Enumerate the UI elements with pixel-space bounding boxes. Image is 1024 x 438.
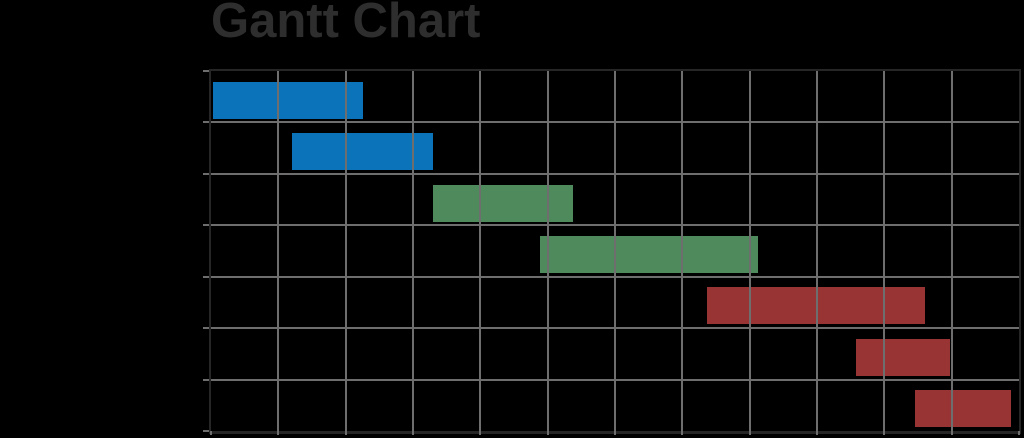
gantt-bar xyxy=(540,236,759,273)
gridline-vertical xyxy=(546,71,549,431)
x-axis-tick xyxy=(816,431,818,435)
gridline-vertical xyxy=(950,71,953,431)
gantt-bar xyxy=(856,338,950,376)
x-axis-tick xyxy=(277,431,280,435)
gridline-vertical xyxy=(412,71,414,431)
y-axis-tick xyxy=(203,378,209,381)
y-axis-tick xyxy=(203,172,209,175)
x-axis-tick xyxy=(479,431,482,435)
x-axis-tick xyxy=(883,431,886,435)
x-axis-tick xyxy=(614,431,616,435)
x-axis-tick xyxy=(681,431,684,435)
gridline-vertical xyxy=(614,71,616,431)
gridline-horizontal xyxy=(211,224,1019,227)
y-axis-tick xyxy=(203,327,209,330)
x-axis-tick xyxy=(546,431,549,435)
gantt-bar xyxy=(291,133,434,171)
gridline-horizontal xyxy=(211,327,1019,330)
x-axis-tick xyxy=(1018,431,1020,435)
x-axis-tick xyxy=(950,431,953,435)
x-axis-tick xyxy=(210,431,212,435)
gridline-horizontal xyxy=(211,172,1019,175)
gridline-vertical xyxy=(277,71,280,431)
gridline-vertical xyxy=(748,71,751,431)
x-axis-tick xyxy=(344,431,347,435)
gridline-vertical xyxy=(816,71,818,431)
ticks-layer xyxy=(203,70,1020,435)
chart-title: Gantt Chart xyxy=(211,0,481,48)
gridline-horizontal xyxy=(211,378,1019,381)
gridline-vertical xyxy=(479,71,482,431)
gridline-horizontal xyxy=(211,121,1019,124)
y-axis-tick xyxy=(203,70,209,72)
gantt-bar xyxy=(213,81,364,119)
gridline-vertical xyxy=(883,71,886,431)
y-axis-tick xyxy=(203,430,209,432)
gridline-horizontal xyxy=(211,275,1019,278)
y-axis-tick xyxy=(203,275,209,278)
x-axis-tick xyxy=(748,431,751,435)
x-axis-tick xyxy=(412,431,414,435)
grid-layer xyxy=(211,71,1019,431)
y-axis-tick xyxy=(203,224,209,227)
gridline-vertical xyxy=(344,71,347,431)
y-axis-tick xyxy=(203,121,209,124)
gridline-vertical xyxy=(681,71,684,431)
gantt-bar xyxy=(433,184,574,222)
gantt-bar xyxy=(914,390,1011,428)
plot-area xyxy=(203,69,1021,435)
